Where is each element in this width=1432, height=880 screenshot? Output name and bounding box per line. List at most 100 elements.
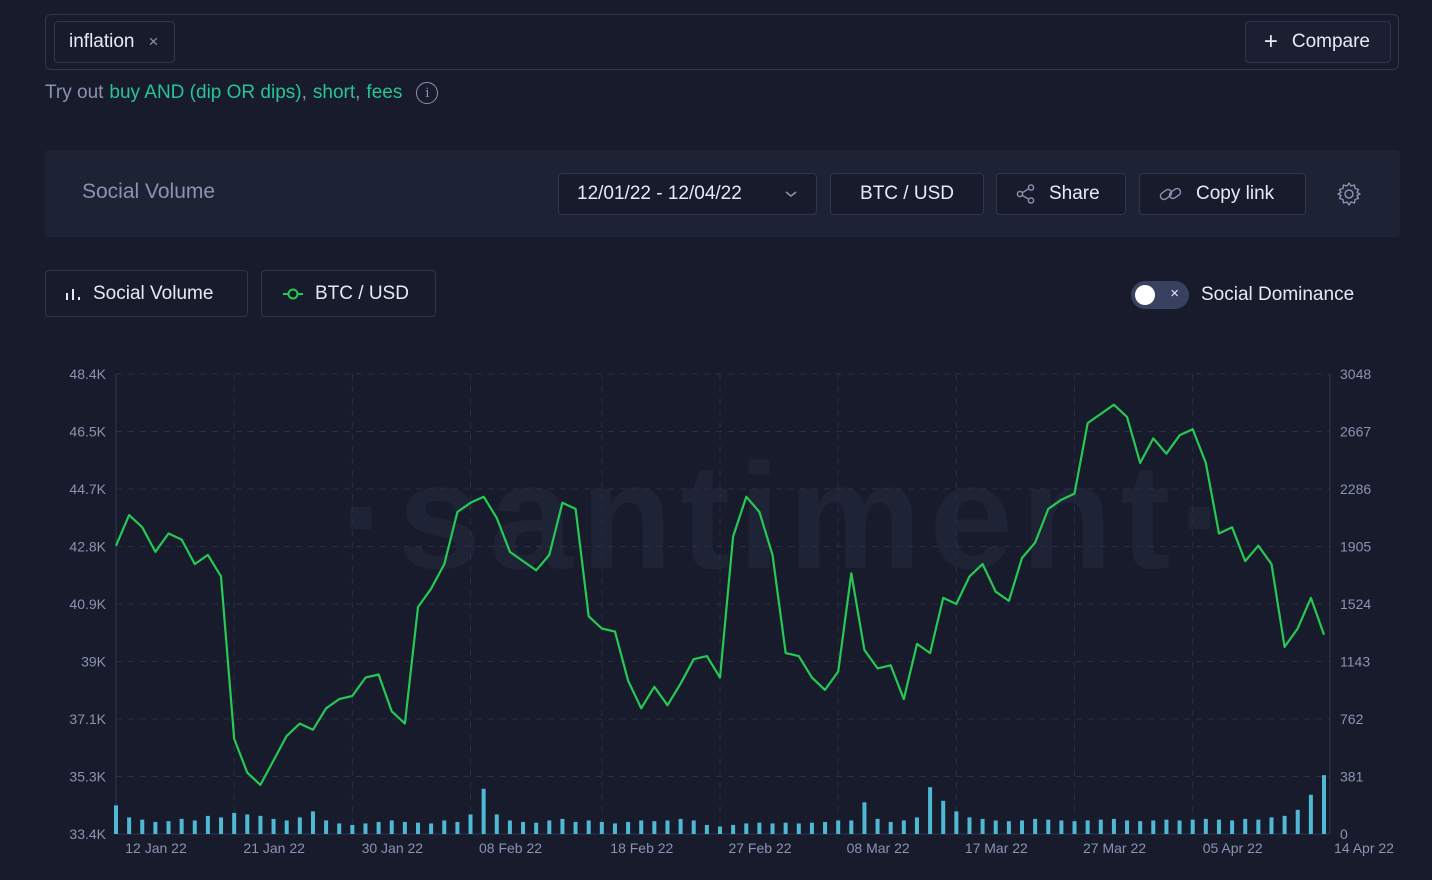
social-volume-bar: [1308, 794, 1313, 834]
x-axis-tick-label: 17 Mar 22: [965, 840, 1028, 856]
btc-usd-metric-button[interactable]: BTC / USD: [261, 270, 436, 317]
suggestion-link-1[interactable]: buy AND (dip OR dips): [109, 82, 302, 103]
social-volume-bar: [612, 823, 617, 834]
social-volume-bar: [153, 821, 158, 834]
social-volume-bar: [1295, 809, 1300, 834]
left-axis-tick-label: 42.8K: [69, 539, 106, 555]
social-volume-bar: [1138, 821, 1143, 834]
left-axis-tick-label: 46.5K: [69, 424, 106, 440]
social-volume-bar: [127, 817, 132, 834]
social-volume-bar: [770, 823, 775, 834]
chevron-down-icon: [784, 183, 798, 205]
link-icon: [1158, 183, 1184, 205]
social-volume-bar: [205, 815, 210, 834]
gear-icon[interactable]: [1336, 181, 1362, 212]
social-volume-bar: [1059, 820, 1064, 834]
social-volume-bar: [888, 821, 893, 834]
x-axis-tick-label: 27 Mar 22: [1083, 840, 1146, 856]
social-volume-bar: [704, 824, 709, 834]
social-volume-bar: [1230, 820, 1235, 834]
date-range-picker[interactable]: 12/01/22 - 12/04/22: [558, 173, 817, 215]
social-volume-bar: [534, 822, 539, 834]
social-volume-bar: [691, 820, 696, 834]
social-volume-bar: [455, 821, 460, 834]
social-volume-bar: [796, 823, 801, 834]
social-volume-bar: [114, 805, 118, 834]
copy-link-button[interactable]: Copy link: [1139, 173, 1306, 215]
social-volume-bar: [823, 821, 828, 834]
social-volume-bar: [389, 820, 394, 834]
pair-label: BTC / USD: [860, 183, 954, 204]
right-axis-tick-label: 1524: [1340, 596, 1371, 612]
x-axis-tick-label: 08 Feb 22: [479, 840, 542, 856]
social-volume-bar: [862, 802, 867, 834]
social-volume-bar: [980, 818, 985, 834]
info-icon[interactable]: i: [416, 82, 439, 104]
social-volume-bar: [140, 819, 145, 834]
pair-selector-button[interactable]: BTC / USD: [830, 173, 984, 215]
close-icon[interactable]: ×: [148, 32, 159, 51]
share-icon: [1015, 183, 1037, 205]
social-volume-bar: [416, 822, 420, 834]
social-volume-bar: [1322, 775, 1326, 834]
social-dominance-label: Social Dominance: [1201, 284, 1355, 305]
left-axis-tick-label: 37.1K: [69, 711, 106, 727]
right-axis-tick-label: 3048: [1340, 366, 1371, 382]
social-volume-bar: [954, 811, 959, 834]
social-volume-bar: [599, 821, 604, 834]
x-axis-tick-label: 08 Mar 22: [847, 840, 910, 856]
social-volume-bar: [1098, 819, 1103, 834]
left-axis-tick-label: 39K: [81, 654, 107, 670]
social-volume-bar: [1256, 819, 1261, 834]
social-volume-bar: [1282, 815, 1287, 834]
hint-prefix: Try out: [45, 82, 104, 103]
social-volume-bar: [718, 826, 722, 834]
social-volume-bar: [1151, 820, 1156, 834]
left-axis-tick-label: 33.4K: [69, 826, 106, 842]
social-volume-bar: [179, 818, 184, 834]
share-label: Share: [1049, 183, 1100, 204]
social-volume-bar: [626, 821, 631, 834]
social-volume-bar: [271, 818, 276, 834]
social-volume-bar: [1085, 820, 1090, 834]
suggestion-link-3[interactable]: fees: [366, 82, 403, 103]
left-axis-tick-label: 44.7K: [69, 481, 106, 497]
social-volume-bar: [836, 820, 841, 834]
social-volume-metric-button[interactable]: Social Volume: [45, 270, 248, 317]
social-volume-bar: [494, 814, 499, 834]
social-volume-bar: [849, 820, 854, 834]
social-volume-bar: [1020, 820, 1024, 834]
social-volume-bar: [560, 818, 565, 834]
social-volume-bar: [1269, 817, 1274, 834]
social-volume-bar: [678, 818, 683, 834]
right-axis-tick-label: 1905: [1340, 539, 1371, 555]
social-volume-bar: [219, 817, 224, 834]
social-volume-bar: [402, 821, 407, 834]
share-button[interactable]: Share: [996, 173, 1126, 215]
social-volume-bar: [967, 817, 972, 834]
social-dominance-toggle[interactable]: ×: [1131, 281, 1189, 309]
social-volume-bar: [507, 820, 512, 834]
search-bar[interactable]: inflation × + Compare: [45, 14, 1399, 70]
suggestion-link-2[interactable]: short: [312, 82, 356, 103]
social-volume-bar: [1046, 819, 1051, 834]
social-volume-bar: [1203, 818, 1208, 834]
social-volume-bar: [1216, 819, 1221, 834]
social-volume-bar: [324, 820, 329, 834]
right-axis-tick-label: 762: [1340, 711, 1364, 727]
right-axis-tick-label: 2286: [1340, 481, 1371, 497]
social-volume-bar: [284, 820, 289, 834]
social-volume-bar: [1006, 821, 1011, 834]
left-axis-tick-label: 40.9K: [69, 596, 106, 612]
chart-toolbar: Social Volume 12/01/22 - 12/04/22 BTC / …: [45, 150, 1400, 237]
x-axis-tick-label: 30 Jan 22: [362, 840, 424, 856]
x-axis-tick-label: 14 Apr 22: [1334, 840, 1394, 856]
social-volume-bar: [232, 812, 237, 834]
social-volume-bar: [468, 814, 473, 834]
social-volume-bar: [1111, 818, 1116, 834]
line-series-icon: [282, 287, 304, 301]
social-volume-bar: [363, 823, 368, 834]
compare-button[interactable]: + Compare: [1244, 21, 1391, 63]
social-volume-bar: [1177, 820, 1182, 834]
